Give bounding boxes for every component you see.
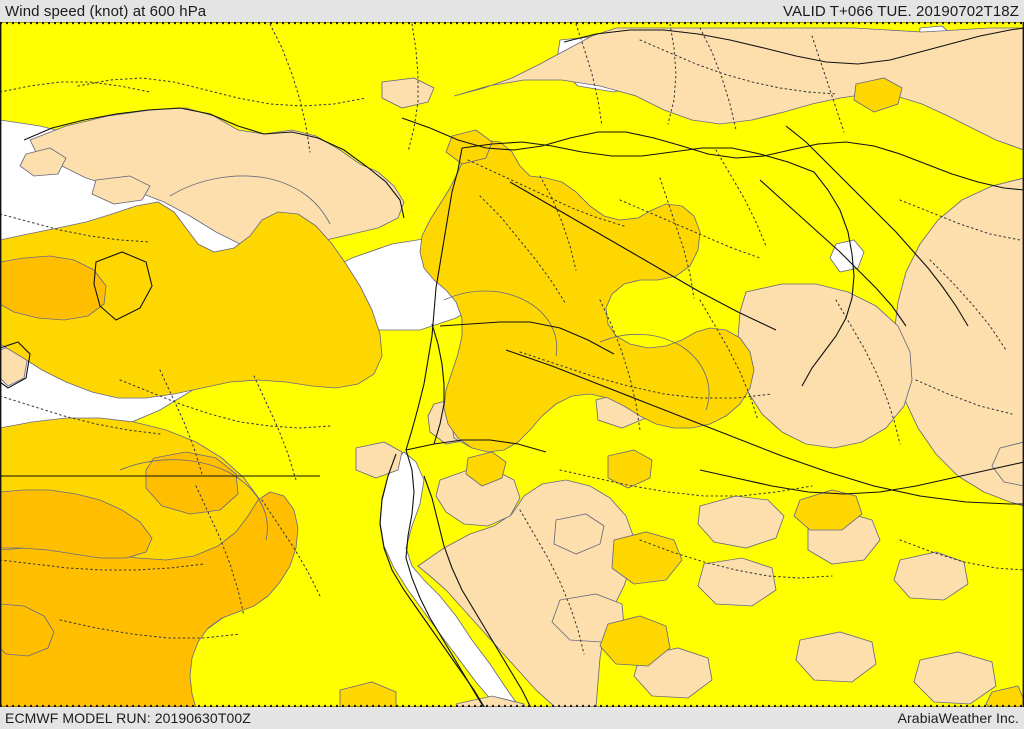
coastline-anatolia-north [563, 27, 1024, 65]
contour-band-gold-blob-8 [985, 685, 1024, 708]
contour-ring-4 [119, 459, 268, 541]
contour-band-gold-blob-4 [793, 489, 863, 531]
dotted-border-sudan-admin-2 [195, 485, 245, 617]
contour-band-orange-libya [0, 255, 107, 321]
contour-band-peach-strip-11 [913, 651, 997, 705]
coastline-red-sea-east [423, 475, 532, 708]
coastline-persian-gulf-south [759, 179, 907, 327]
dotted-border-sudan-admin-3 [261, 499, 321, 597]
coastline-anatolia-south [401, 117, 1024, 191]
contour-band-gold-blob-6 [853, 77, 903, 113]
coastline-greece-islands [93, 251, 153, 321]
dotted-border-anatolia-east-2 [699, 27, 737, 131]
contour-band-peach-patch-aegean [381, 77, 435, 109]
dotted-border-saudi-admin-4 [559, 469, 813, 497]
contour-band-peach-strip-9 [795, 631, 877, 683]
coastline-persian-gulf-north [785, 125, 969, 327]
border-egypt-israel [405, 439, 547, 453]
contour-band-orange-egypt-mid [145, 451, 239, 515]
border-jordan-saudi [439, 321, 615, 355]
dotted-border-iran-admin-1 [899, 199, 1021, 241]
dotted-border-saudi-admin-5 [519, 509, 585, 655]
dotted-border-sudan-admin-1 [0, 559, 205, 571]
contour-band-gold-blob-5 [465, 451, 507, 487]
valid-time-label: VALID T+066 TUE. 20190702T18Z [783, 2, 1019, 20]
dotted-border-turkey-admin-3 [575, 23, 603, 127]
dotted-border-sudan-admin-4 [59, 619, 241, 639]
contour-band-peach-island-b [91, 175, 151, 205]
contour-band-peach-strip-4 [697, 495, 785, 549]
dotted-border-turkey-admin-1 [269, 23, 311, 153]
provider-label: ArabiaWeather Inc. [897, 710, 1019, 726]
contour-band-gold-blob-3 [607, 449, 653, 489]
dotted-border-anatolia-east-1 [639, 39, 837, 95]
footer-bar: ECMWF MODEL RUN: 20190630T00Z ArabiaWeat… [0, 707, 1024, 729]
dotted-border-syria-admin-1 [467, 159, 625, 227]
contour-band-orange-sahara [0, 491, 299, 708]
coastline-red-sea-west [379, 453, 486, 708]
border-iran-south [699, 461, 1024, 495]
contour-ring-3 [599, 333, 710, 411]
coastline-crete [0, 341, 31, 389]
border-turkey-syria [461, 141, 815, 173]
dotted-border-egypt-admin-1 [119, 379, 331, 429]
border-israel-jordan [431, 323, 445, 445]
dotted-border-saudi-admin-6 [639, 539, 833, 579]
contour-band-peach-strip-7 [697, 557, 777, 607]
dotted-border-iraq-admin-2 [659, 177, 695, 299]
dotted-border-syria-admin-2 [479, 195, 567, 305]
contour-band-white-gulf-a [829, 239, 865, 273]
dotted-border-greece-admin [77, 77, 367, 107]
coastline-greece [23, 107, 405, 219]
dotted-border-iraq-admin-3 [715, 149, 767, 247]
contour-band-peach-strip-13 [455, 695, 526, 708]
contour-band-peach-strip-10 [893, 551, 969, 601]
dotted-border-egypt-admin-2 [159, 369, 203, 475]
dotted-border-saudi-admin-8 [899, 539, 1024, 571]
coastline-sinai [405, 449, 485, 708]
dotted-border-turkey-admin-4 [667, 23, 677, 125]
contour-band-gold-blob-2 [599, 615, 671, 667]
header-bar: Wind speed (knot) at 600 hPa VALID T+066… [0, 0, 1024, 22]
contour-band-orange-sahara-2 [0, 489, 153, 559]
contour-band-peach-anatolia-east [453, 27, 1024, 151]
contour-band-gold-blob-1 [611, 531, 683, 585]
dotted-border-saudi-admin-7 [835, 299, 901, 445]
contour-ring-1 [169, 175, 331, 225]
contour-band-peach-strip-12 [553, 513, 605, 555]
dotted-border-egypt-admin-4 [0, 395, 161, 435]
contour-band-gold-syria-iraq [419, 139, 755, 453]
contour-band-gold-blob-9 [339, 681, 397, 708]
coastline-levant [405, 147, 463, 451]
contour-ring-2 [443, 290, 558, 357]
border-saudi-iraq-diag [505, 349, 1024, 505]
contour-band-peach-island-a [19, 147, 67, 177]
dotted-border-egypt-admin-3 [253, 375, 297, 481]
dotted-border-saudi-admin-2 [599, 299, 641, 431]
model-run-label: ECMWF MODEL RUN: 20190630T00Z [5, 710, 251, 726]
dotted-border-saudi-admin-3 [699, 299, 759, 421]
contour-band-peach-egypt-w [991, 441, 1024, 487]
border-syria-iraq-diag [509, 181, 777, 331]
dotted-border-iraq-admin-1 [619, 199, 761, 259]
border-iraq-iran [801, 171, 855, 387]
map-title: Wind speed (knot) at 600 hPa [5, 2, 207, 20]
dotted-border-libya-admin [0, 213, 151, 243]
dotted-border-saudi-admin-1 [519, 351, 773, 399]
contour-band-orange-sw-corner [0, 603, 55, 657]
contour-band-gold-north-africa [0, 201, 383, 399]
dotted-border-iran-admin-2 [929, 259, 1007, 351]
dotted-border-med-sea-edge [0, 81, 151, 93]
